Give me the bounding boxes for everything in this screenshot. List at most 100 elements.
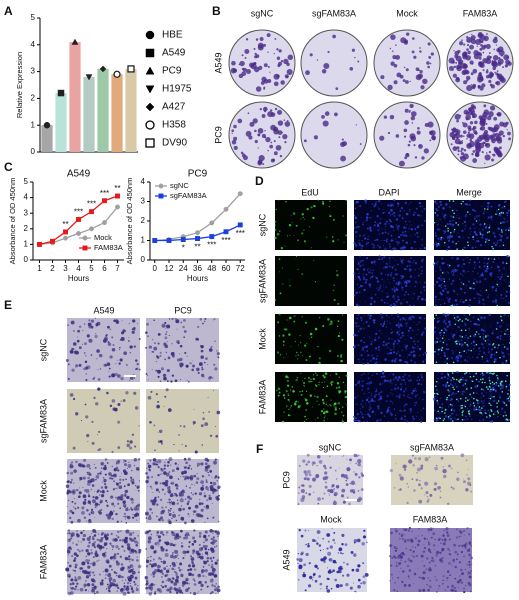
image-texture (200, 588, 203, 591)
image-texture (360, 261, 362, 263)
image-texture (162, 373, 167, 378)
image-texture (473, 344, 476, 347)
image-texture (451, 384, 454, 387)
image-texture (321, 381, 323, 384)
image-texture (297, 562, 299, 565)
image-texture (411, 354, 413, 356)
colony (472, 115, 476, 119)
image-texture (306, 470, 311, 474)
image-texture (483, 361, 486, 364)
image-texture (346, 496, 349, 499)
image-texture (301, 273, 304, 276)
image-texture (355, 568, 360, 573)
colony (496, 111, 502, 117)
image-texture (345, 234, 348, 237)
y-axis-label: Relative Expression (15, 52, 24, 118)
image-texture (322, 324, 325, 328)
image-texture (328, 493, 330, 495)
image-texture (453, 407, 455, 409)
image-texture (330, 405, 332, 407)
image-texture (389, 579, 391, 582)
image-texture (497, 415, 499, 418)
image-texture (133, 345, 136, 348)
image-texture (66, 471, 70, 475)
colony (263, 43, 267, 47)
image-texture (98, 559, 100, 561)
image-texture (190, 519, 195, 523)
image-texture (88, 338, 93, 343)
image-texture (455, 419, 457, 421)
image-texture (461, 391, 464, 393)
image-texture (318, 381, 320, 384)
image-texture (150, 533, 153, 536)
image-texture (90, 488, 93, 491)
image-texture (361, 380, 364, 383)
image-texture (357, 496, 363, 501)
image-texture (345, 483, 349, 486)
image-texture (112, 344, 115, 347)
image-texture (378, 255, 381, 257)
colony (492, 55, 499, 61)
image-texture (487, 387, 489, 389)
image-texture (439, 490, 442, 492)
image-texture (283, 328, 286, 331)
image-texture (454, 577, 457, 580)
colony (264, 130, 266, 132)
image-texture (355, 291, 358, 295)
image-texture (157, 496, 160, 498)
colony (409, 80, 411, 83)
image-texture (77, 589, 79, 591)
image-texture (387, 204, 390, 207)
image-texture (397, 324, 400, 326)
colony (418, 144, 423, 149)
image-texture (356, 227, 358, 229)
image-texture (389, 412, 392, 414)
image-texture (172, 511, 175, 513)
colony (483, 104, 487, 108)
image-texture (498, 333, 500, 335)
image-texture (168, 568, 170, 570)
image-texture (453, 586, 457, 590)
image-texture (167, 460, 170, 464)
image-texture (380, 391, 383, 393)
image-texture (501, 362, 504, 364)
image-texture (495, 344, 497, 346)
colony (309, 53, 313, 57)
image-texture (391, 288, 394, 291)
image-texture (325, 395, 328, 398)
image-texture (382, 340, 385, 343)
image-texture (428, 567, 432, 571)
image-texture (416, 226, 420, 229)
image-texture (308, 380, 311, 383)
colony (395, 134, 400, 138)
image-texture (423, 537, 427, 540)
image-texture (469, 213, 471, 216)
image-texture (319, 582, 323, 586)
image-texture (476, 257, 479, 260)
image-texture (150, 390, 153, 393)
image-texture (460, 550, 464, 554)
colony (484, 136, 490, 143)
image-texture (321, 200, 325, 203)
image-texture (436, 412, 438, 414)
image-texture (155, 569, 157, 571)
image-texture (202, 560, 206, 563)
image-texture (444, 322, 447, 325)
image-texture (501, 351, 505, 355)
image-texture (107, 325, 110, 329)
image-texture (359, 377, 361, 379)
image-texture (159, 569, 164, 574)
image-texture (430, 536, 433, 539)
image-texture (409, 326, 412, 330)
image-texture (337, 334, 340, 338)
image-texture (421, 535, 423, 537)
image-texture (489, 224, 491, 226)
image-texture (392, 277, 395, 280)
image-texture (203, 506, 206, 508)
image-texture (378, 245, 382, 249)
image-texture (297, 503, 300, 505)
image-texture (71, 368, 75, 372)
image-texture (212, 516, 215, 519)
image-texture (450, 409, 453, 411)
image-texture (192, 360, 194, 362)
